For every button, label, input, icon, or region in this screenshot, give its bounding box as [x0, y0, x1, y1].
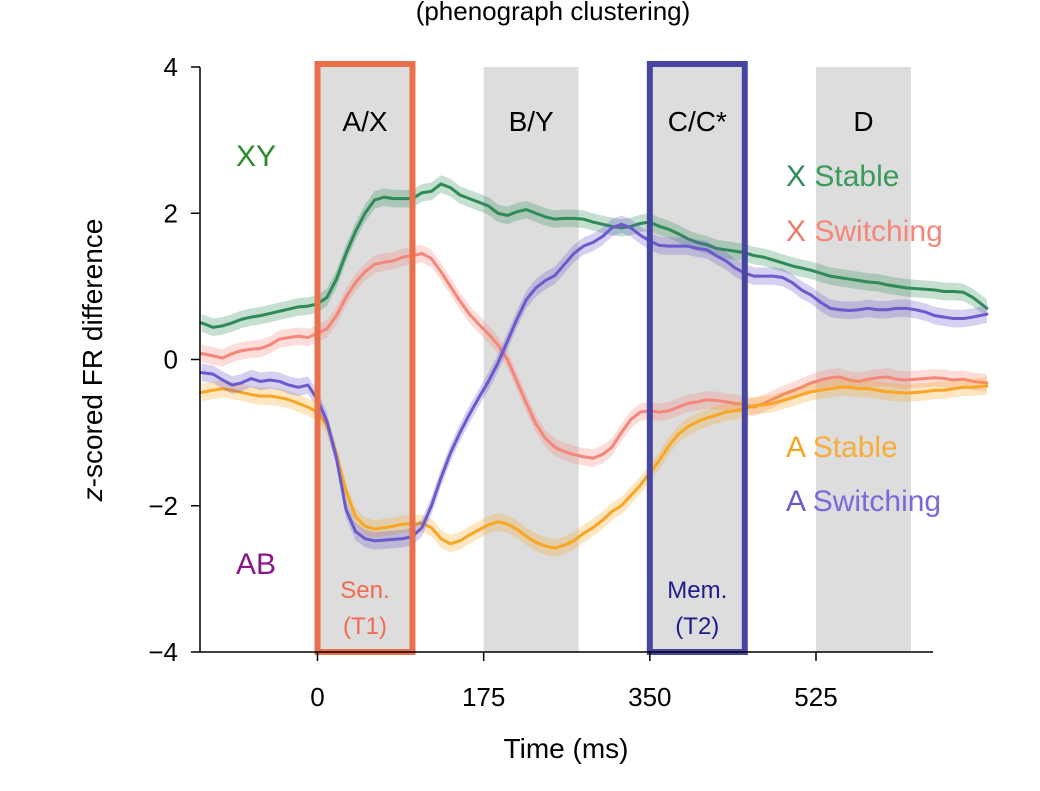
epoch-label-c-c: C/C* [668, 106, 727, 137]
y-tick-label: −2 [148, 491, 178, 521]
x-axis-label: Time (ms) [504, 733, 629, 764]
epoch-label-b-y: B/Y [509, 106, 554, 137]
legend-prefix: X [786, 160, 814, 193]
legend-prefix: A [786, 431, 813, 464]
legend-label: Stable [813, 431, 898, 464]
legend-entry-a-stable: A Stable [786, 431, 898, 464]
series-group [200, 175, 989, 557]
corner-label-ab: AB [236, 548, 276, 581]
x-tick-label: 0 [310, 682, 324, 712]
highlight-box-sublabel-sensory: (T1) [343, 613, 387, 640]
highlight-box-label-memory: Mem. [667, 577, 727, 604]
y-tick-label: −4 [148, 637, 178, 667]
epoch-label-d: D [853, 106, 873, 137]
series-band-a-stable [201, 377, 987, 557]
legend-prefix: A [786, 485, 813, 518]
x-tick-label: 175 [462, 682, 505, 712]
y-tick-label: 2 [164, 198, 178, 228]
series-line-a-switching [200, 222, 989, 543]
y-axis-label: z-scored FR difference [77, 219, 108, 503]
legend-entry-a-switching: A Switching [786, 485, 941, 518]
corner-label-xy: XY [236, 140, 276, 173]
y-tick-label: 0 [164, 345, 178, 375]
series-line-x-stable [200, 182, 989, 329]
x-tick-label: 525 [794, 682, 837, 712]
legend-label: Switching [813, 485, 941, 518]
axes: −4 −2 0 2 4 0 175 350 525 [148, 52, 933, 712]
epoch-band-a-x [317, 67, 413, 652]
highlight-box-sublabel-memory: (T2) [675, 613, 719, 640]
series-line-x-switching [200, 251, 989, 460]
legend-label: Stable [814, 160, 899, 193]
legend-entry-x-switching: X Switching [786, 215, 943, 248]
x-tick-label: 350 [628, 682, 671, 712]
y-tick-label: 4 [164, 52, 178, 82]
legend-prefix: X [786, 215, 814, 248]
y-axis-label-rest: -scored FR difference [77, 219, 108, 488]
y-axis-label-italic: z [77, 487, 108, 502]
legend-entry-x-stable: X Stable [786, 160, 899, 193]
epoch-band-c-c [649, 67, 745, 652]
chart-title: (phenograph clustering) [416, 0, 691, 26]
epoch-bands: A/X B/Y C/C* D [317, 67, 911, 652]
highlight-box-label-sensory: Sen. [340, 577, 389, 604]
epoch-label-a-x: A/X [342, 106, 387, 137]
legend-label: Switching [814, 215, 942, 248]
epoch-band-d [816, 67, 911, 652]
